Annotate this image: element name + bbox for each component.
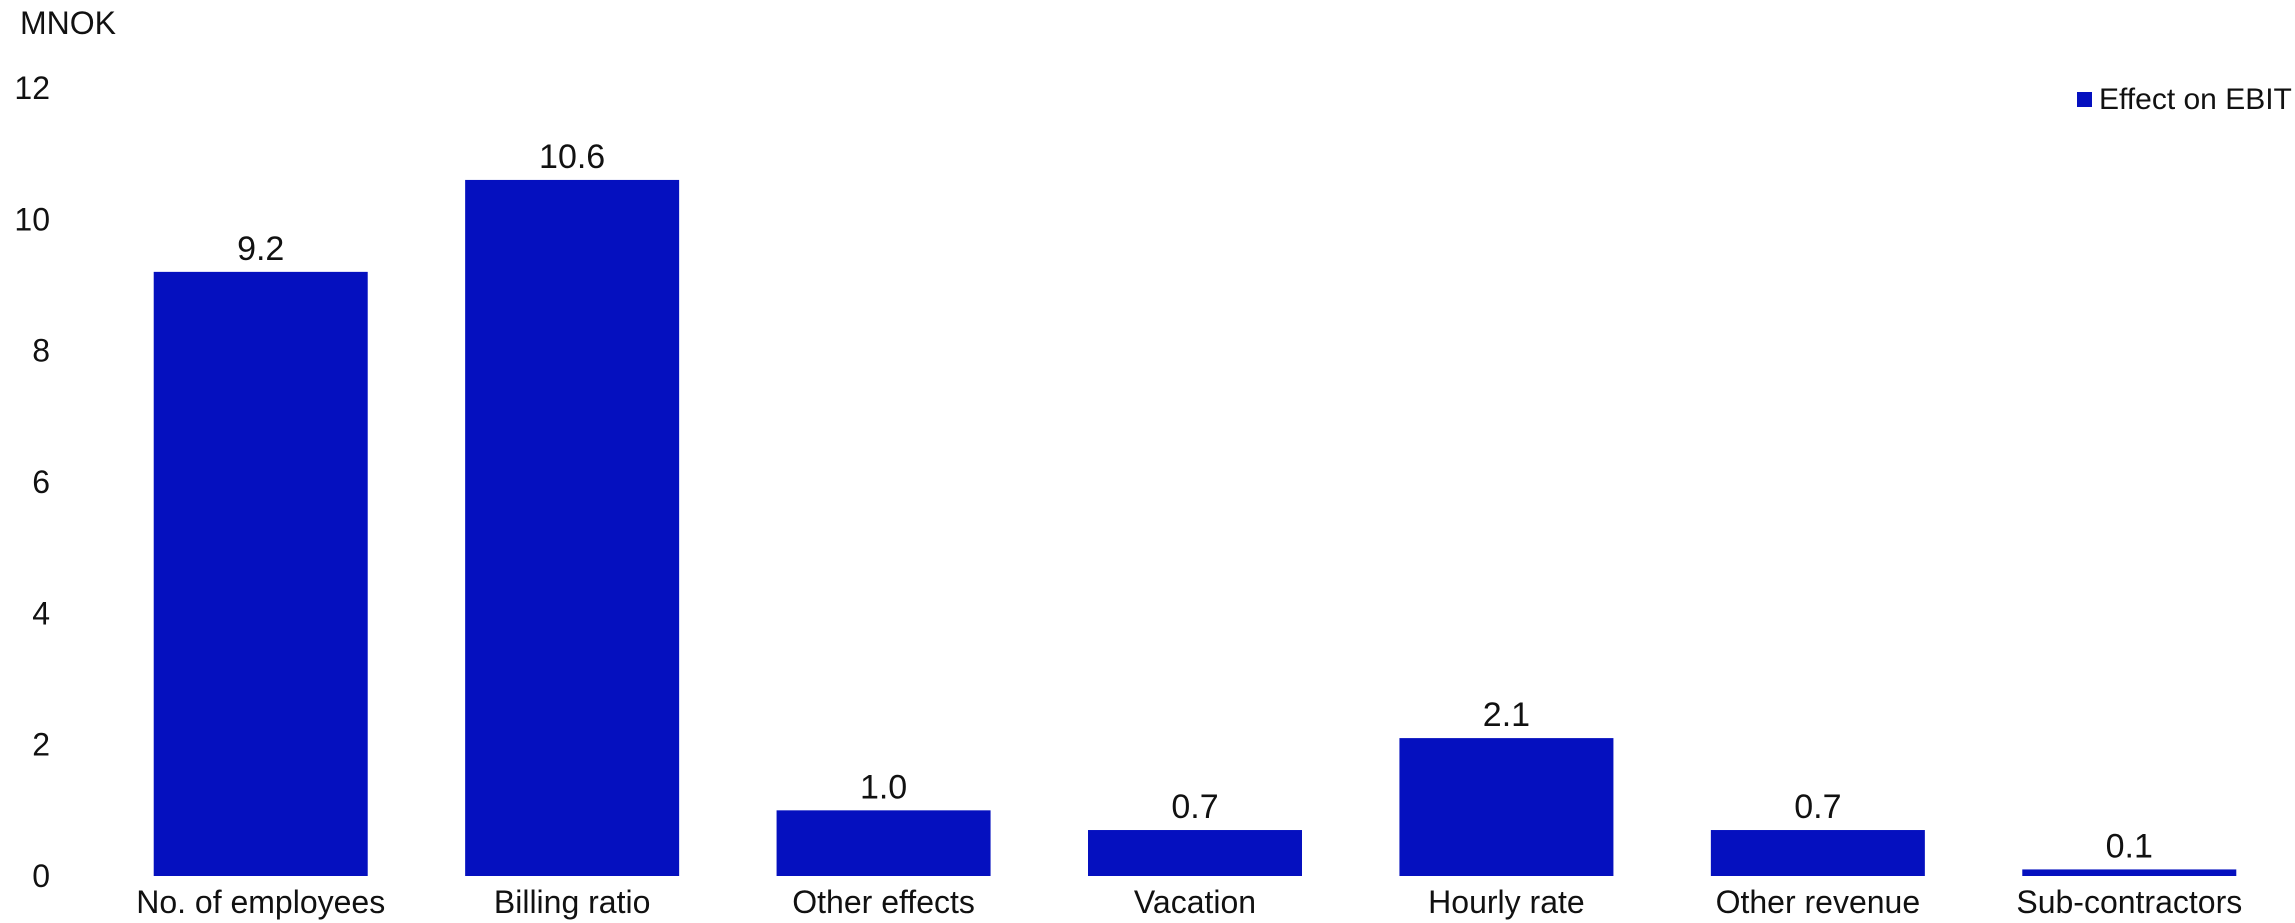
x-tick-label: Other effects [792, 884, 975, 920]
bar [465, 179, 680, 876]
legend-swatch [2077, 92, 2092, 107]
x-tick-label: Other revenue [1716, 884, 1921, 920]
bar-value-label: 0.7 [1794, 788, 1841, 826]
x-tick-label: Vacation [1134, 884, 1256, 920]
y-tick-label: 4 [32, 595, 50, 631]
bar-value-label: 1.0 [860, 768, 907, 806]
y-axis-label: MNOK [20, 5, 116, 41]
bars [153, 179, 2237, 876]
x-tick-label: Billing ratio [494, 884, 651, 920]
bar [1399, 738, 1614, 876]
bar-value-label: 2.1 [1483, 696, 1530, 734]
y-tick-label: 8 [32, 333, 50, 369]
x-tick-label: Sub-contractors [2016, 884, 2242, 920]
y-axis-ticks: 0 2 4 6 8 10 12 [14, 70, 50, 894]
y-tick-label: 6 [32, 464, 50, 500]
bar-value-label: 0.1 [2106, 827, 2153, 865]
bar [153, 271, 368, 876]
bar [1088, 830, 1302, 876]
bar-value-label: 10.6 [539, 138, 605, 176]
legend: Effect on EBIT [2077, 83, 2292, 116]
y-tick-label: 12 [14, 70, 50, 106]
y-tick-label: 10 [14, 201, 50, 237]
x-tick-label: No. of employees [136, 884, 385, 920]
bar-value-label: 9.2 [237, 230, 284, 268]
bar [776, 810, 991, 876]
bar-value-labels: 9.2 10.6 1.0 0.7 2.1 0.7 0.1 [237, 138, 2153, 866]
legend-label: Effect on EBIT [2099, 83, 2292, 116]
y-tick-label: 2 [32, 727, 50, 763]
bar [2022, 869, 2237, 876]
bar-value-label: 0.7 [1171, 788, 1218, 826]
bar [1710, 830, 1925, 876]
x-tick-label: Hourly rate [1428, 884, 1585, 920]
y-tick-label: 0 [32, 858, 50, 894]
x-axis-ticks: No. of employees Billing ratio Other effec… [136, 884, 2242, 920]
